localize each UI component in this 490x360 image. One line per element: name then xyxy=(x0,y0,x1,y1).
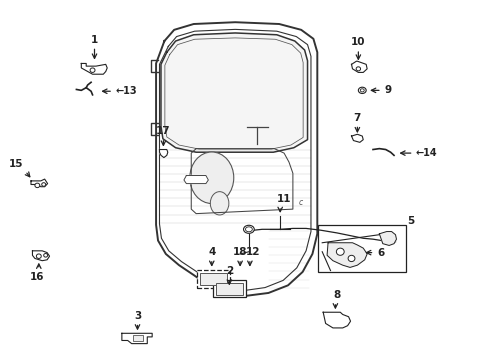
Text: 15: 15 xyxy=(9,159,23,169)
Text: c: c xyxy=(299,198,303,207)
Ellipse shape xyxy=(244,225,254,233)
Polygon shape xyxy=(351,134,363,142)
Ellipse shape xyxy=(36,254,41,258)
Polygon shape xyxy=(184,176,208,184)
Bar xyxy=(213,279,246,297)
Bar xyxy=(200,273,227,285)
Ellipse shape xyxy=(90,68,95,72)
Polygon shape xyxy=(122,333,152,343)
Polygon shape xyxy=(81,63,107,74)
Ellipse shape xyxy=(356,67,361,71)
Text: 12: 12 xyxy=(245,247,260,257)
Text: 11: 11 xyxy=(277,194,292,204)
Polygon shape xyxy=(159,149,168,158)
Polygon shape xyxy=(31,179,48,187)
Text: 6: 6 xyxy=(377,248,384,258)
Text: 7: 7 xyxy=(354,113,361,123)
Text: ←13: ←13 xyxy=(116,86,137,96)
Polygon shape xyxy=(327,243,367,267)
Ellipse shape xyxy=(210,192,229,215)
Ellipse shape xyxy=(42,183,46,186)
Text: 10: 10 xyxy=(351,37,366,47)
Ellipse shape xyxy=(360,89,364,92)
Text: 16: 16 xyxy=(30,272,45,282)
Polygon shape xyxy=(379,231,396,246)
Text: 2: 2 xyxy=(226,266,233,276)
Text: 8: 8 xyxy=(333,290,341,300)
Ellipse shape xyxy=(35,183,40,188)
Bar xyxy=(133,335,144,341)
Text: 1: 1 xyxy=(91,35,98,45)
Text: 5: 5 xyxy=(408,216,415,226)
Ellipse shape xyxy=(336,248,344,255)
Text: 18: 18 xyxy=(233,247,247,257)
Polygon shape xyxy=(32,251,49,261)
Ellipse shape xyxy=(348,255,355,262)
Polygon shape xyxy=(161,33,308,152)
Text: 3: 3 xyxy=(134,311,141,321)
Bar xyxy=(216,283,243,295)
Text: 9: 9 xyxy=(384,85,392,95)
Ellipse shape xyxy=(245,227,252,232)
Ellipse shape xyxy=(190,152,234,203)
Text: ←14: ←14 xyxy=(416,148,438,158)
Polygon shape xyxy=(156,22,318,296)
Ellipse shape xyxy=(358,87,366,94)
Text: 4: 4 xyxy=(208,247,216,257)
Text: 17: 17 xyxy=(156,126,171,136)
Polygon shape xyxy=(351,61,367,72)
Ellipse shape xyxy=(44,253,48,257)
Bar xyxy=(318,225,406,272)
Polygon shape xyxy=(323,312,350,328)
Bar xyxy=(197,270,230,288)
